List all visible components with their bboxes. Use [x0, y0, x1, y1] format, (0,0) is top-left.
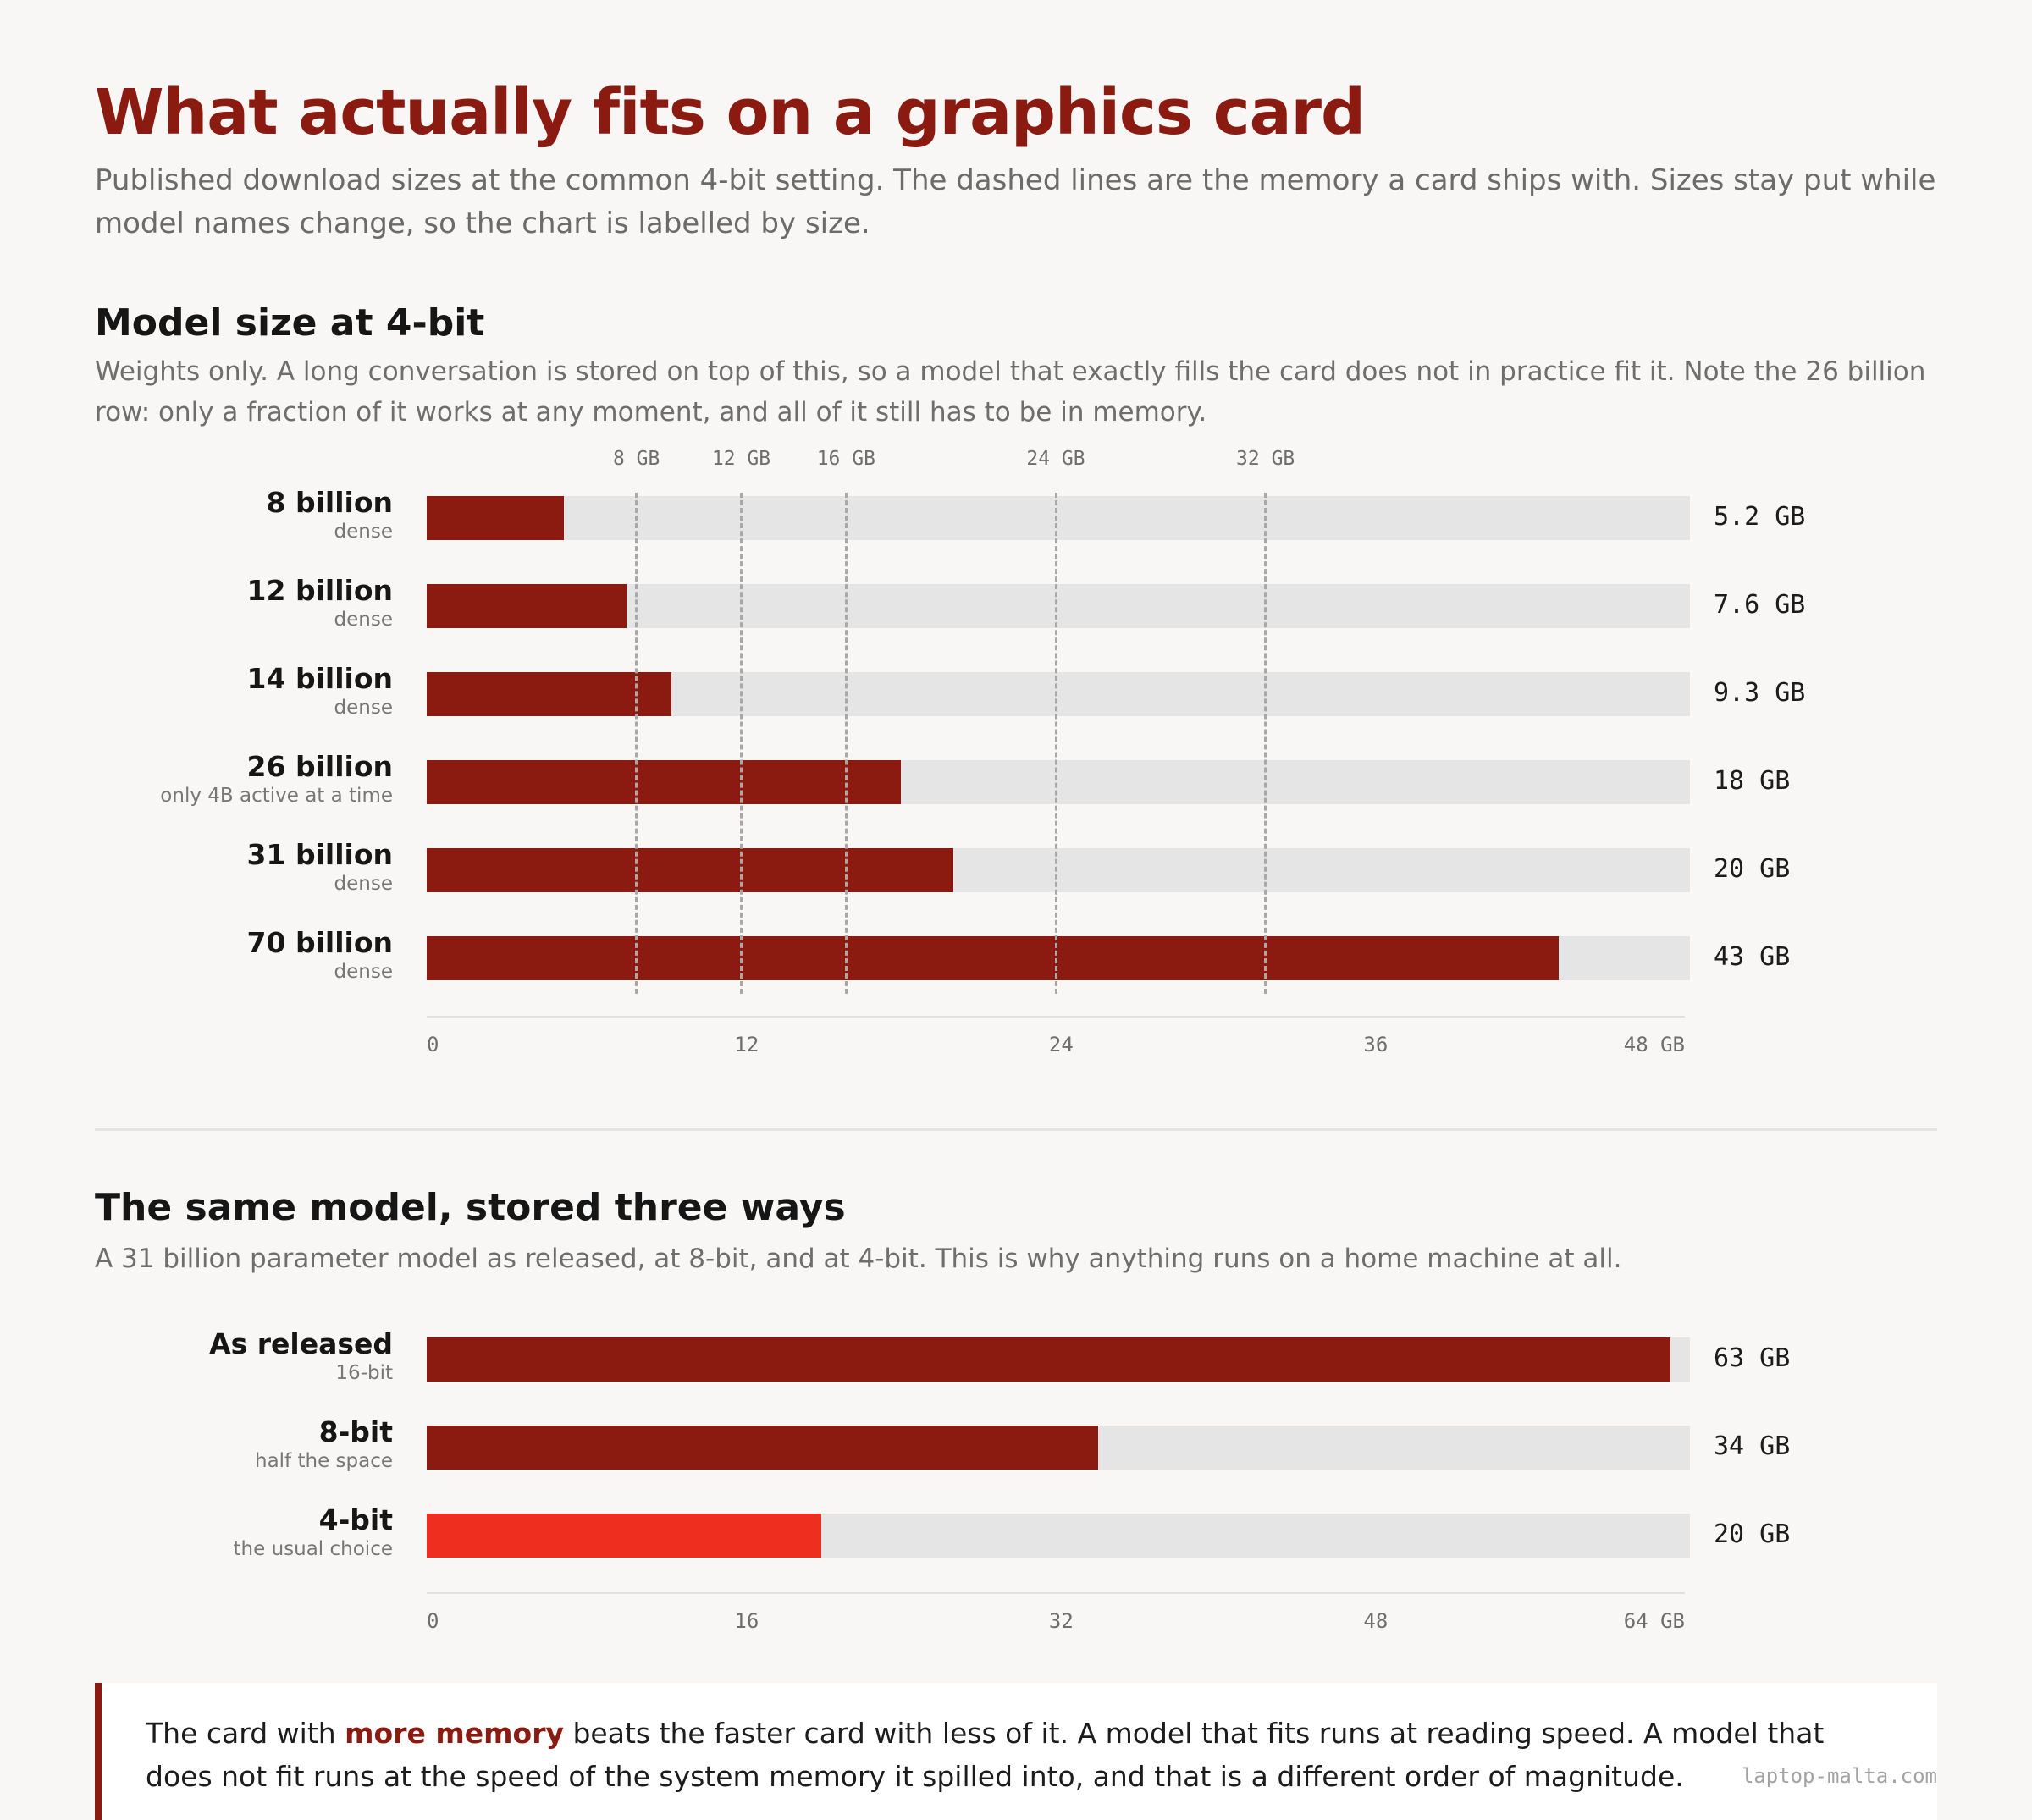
bar-70-billion [427, 936, 1559, 980]
row-note: dense [334, 961, 393, 983]
row-note: 16-bit [335, 1362, 393, 1384]
value-label-12-billion: 7.6 GB [1714, 590, 1806, 620]
value-label-8-billion: 5.2 GB [1714, 502, 1806, 532]
bar-8-bit [427, 1426, 1098, 1470]
x-tick-16: 16 [734, 1609, 759, 1633]
value-label-70-billion: 43 GB [1714, 942, 1791, 972]
x-axis-line [427, 1016, 1685, 1018]
row-name: As released [209, 1327, 393, 1360]
memory-line-16-gb [844, 493, 848, 994]
callout-text-end: beats the faster card with less of it. A… [146, 1717, 1825, 1793]
bar-track-70-billion [427, 936, 1690, 980]
x-tick-24: 24 [1048, 1033, 1074, 1056]
value-label-26-billion: 18 GB [1714, 766, 1791, 796]
row-name: 8 billion [266, 486, 393, 519]
value-label-as-released: 63 GB [1714, 1343, 1791, 1373]
row-name: 14 billion [246, 662, 393, 695]
memory-line-label-32-gb: 32 GB [1236, 448, 1295, 470]
x-tick-64-gb: 64 GB [1623, 1609, 1685, 1633]
page-subtitle: Published download sizes at the common 4… [95, 163, 1936, 240]
bar-31-billion [427, 848, 953, 892]
x-tick-0: 0 [427, 1033, 439, 1056]
memory-line-32-gb [1264, 493, 1267, 994]
bar-as-released [427, 1337, 1670, 1382]
bar-track-26-billion [427, 760, 1690, 804]
row-note: the usual choice [233, 1538, 393, 1560]
row-note: dense [334, 697, 393, 719]
row-name: 4-bit [318, 1503, 393, 1536]
bar-track-31-billion [427, 848, 1690, 892]
x-tick-48: 48 [1363, 1609, 1389, 1633]
memory-line-24-gb [1054, 493, 1057, 994]
memory-line-label-12-gb: 12 GB [711, 448, 771, 470]
callout-box: The card with more memory beats the fast… [95, 1683, 1937, 1820]
row-name: 31 billion [246, 838, 393, 871]
row-label-70-billion: 70 billion dense [247, 926, 393, 984]
section2-heading: The same model, stored three ways [95, 1186, 846, 1229]
x-tick-0: 0 [427, 1609, 439, 1633]
memory-line-8-gb [635, 493, 638, 994]
row-note: dense [334, 521, 393, 543]
row-label-8-bit: 8-bit half the space [255, 1415, 393, 1473]
row-label-14-billion: 14 billion dense [247, 662, 393, 720]
section2-description: A 31 billion parameter model as released… [95, 1244, 1622, 1274]
bar-14-billion [427, 672, 672, 716]
row-note: only 4B active at a time [160, 785, 393, 807]
section-divider [95, 1128, 1937, 1131]
source-credit: laptop-malta.com [1741, 1764, 1937, 1788]
memory-line-label-16-gb: 16 GB [816, 448, 875, 470]
row-name: 26 billion [246, 750, 393, 783]
section1-description: Weights only. A long conversation is sto… [95, 356, 1926, 427]
row-label-12-billion: 12 billion dense [247, 574, 393, 631]
row-label-4-bit: 4-bit the usual choice [234, 1503, 393, 1561]
section1-heading: Model size at 4-bit [95, 301, 485, 345]
value-label-8-bit: 34 GB [1714, 1431, 1791, 1461]
row-label-26-billion: 26 billion only 4B active at a time [160, 750, 393, 808]
bar-track-8-bit [427, 1426, 1690, 1470]
bar-track-4-bit [427, 1514, 1690, 1558]
value-label-4-bit: 20 GB [1714, 1519, 1791, 1549]
row-name: 8-bit [318, 1415, 393, 1448]
bar-8-billion [427, 496, 564, 540]
memory-line-label-8-gb: 8 GB [612, 448, 660, 470]
callout-text-start: The card with [146, 1717, 345, 1750]
row-note: dense [334, 873, 393, 895]
bar-track-14-billion [427, 672, 1690, 716]
x-axis-line [427, 1592, 1685, 1594]
row-name: 12 billion [246, 574, 393, 607]
value-label-31-billion: 20 GB [1714, 854, 1791, 884]
page-title: What actually fits on a graphics card [95, 76, 1366, 149]
bar-track-as-released [427, 1337, 1690, 1382]
bar-track-8-billion [427, 496, 1690, 540]
row-note: dense [334, 609, 393, 631]
x-tick-32: 32 [1048, 1609, 1074, 1633]
row-label-31-billion: 31 billion dense [247, 838, 393, 896]
callout-text: The card with more memory beats the fast… [146, 1712, 1847, 1798]
memory-line-12-gb [740, 493, 743, 994]
value-label-14-billion: 9.3 GB [1714, 678, 1806, 708]
bar-4-bit [427, 1514, 822, 1558]
bar-26-billion [427, 760, 901, 804]
callout-highlight: more memory [345, 1717, 564, 1750]
memory-line-label-24-gb: 24 GB [1026, 448, 1085, 470]
row-note: half the space [255, 1450, 393, 1472]
x-tick-12: 12 [734, 1033, 759, 1056]
x-tick-48-gb: 48 GB [1623, 1033, 1685, 1056]
row-name: 70 billion [246, 926, 393, 959]
row-label-8-billion: 8 billion dense [267, 486, 393, 543]
bar-12-billion [427, 584, 627, 628]
x-tick-36: 36 [1363, 1033, 1389, 1056]
row-label-as-released: As released 16-bit [209, 1327, 393, 1385]
bar-track-12-billion [427, 584, 1690, 628]
